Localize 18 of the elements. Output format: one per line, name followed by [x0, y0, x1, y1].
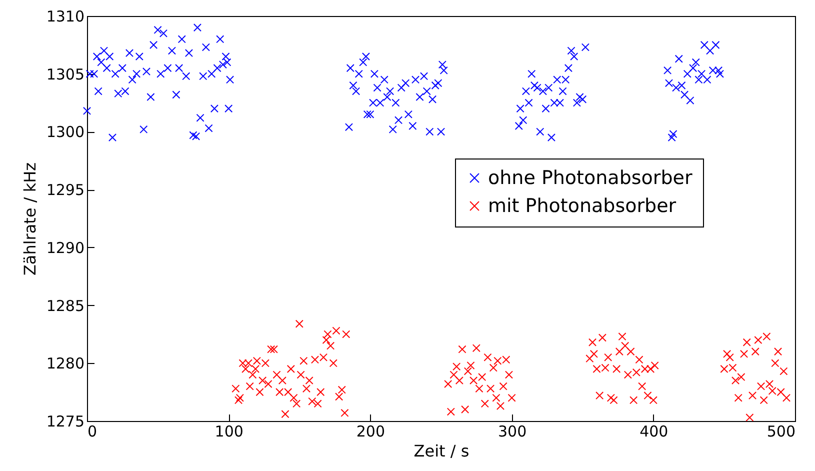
x-tick-label: 0: [88, 422, 98, 440]
y-tick-label: 1305: [46, 65, 84, 84]
y-axis-title: Zählrate / kHz: [20, 162, 40, 276]
y-tick-label: 1280: [46, 354, 84, 373]
y-tick-label: 1290: [46, 238, 84, 257]
x-tick-label: 500: [766, 422, 796, 440]
x-axis-title: Zeit / s: [414, 442, 470, 460]
legend-label: ohne Photonabsorber: [488, 167, 692, 189]
x-tick-label: 300: [498, 422, 527, 440]
legend-label: mit Photonabsorber: [488, 195, 676, 217]
x-tick-label: 400: [640, 422, 668, 440]
x-tick-label: 100: [214, 422, 244, 440]
y-tick-label: 1300: [46, 123, 84, 142]
y-tick-label: 1285: [46, 296, 84, 315]
y-tick-label: 1275: [46, 412, 84, 430]
x-tick-label: 200: [356, 422, 386, 440]
y-tick-label: 1310: [46, 8, 84, 26]
y-tick-label: 1295: [46, 181, 84, 200]
